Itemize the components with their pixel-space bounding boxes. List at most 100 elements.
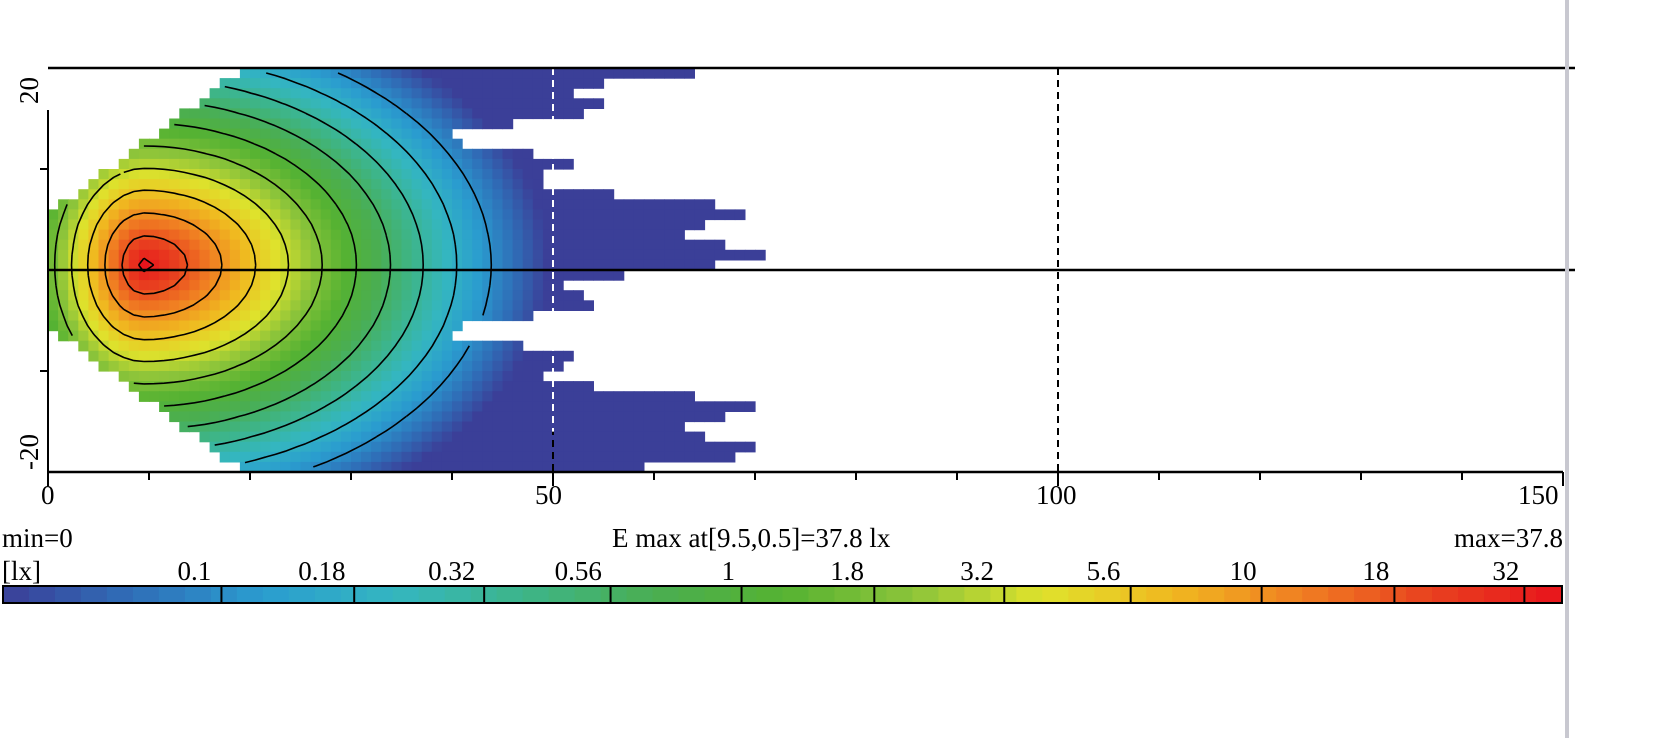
heatmap-cell	[684, 199, 695, 210]
heatmap-cell	[179, 300, 190, 311]
heatmap-cell	[300, 280, 312, 291]
heatmap-cell	[219, 108, 231, 120]
heatmap-cell	[724, 249, 736, 261]
heatmap-cell	[482, 451, 493, 463]
heatmap-cell	[310, 300, 322, 311]
heatmap-cell	[280, 88, 291, 99]
heatmap-cell	[239, 441, 251, 453]
heatmap-cell	[270, 189, 281, 200]
heatmap-cell	[522, 78, 534, 89]
heatmap-cell	[542, 259, 554, 271]
heatmap-cell	[643, 401, 655, 412]
heatmap-cell	[239, 340, 251, 352]
heatmap-cell	[684, 391, 695, 402]
heatmap-cell	[482, 270, 493, 281]
heatmap-cell	[88, 340, 100, 352]
heatmap-cell	[694, 441, 706, 453]
heatmap-cell	[189, 350, 201, 362]
heatmap-cell	[270, 259, 281, 271]
heatmap-cell	[441, 300, 453, 311]
heatmap-cell	[159, 189, 170, 200]
heatmap-cell	[159, 371, 170, 382]
heatmap-cell	[128, 179, 140, 190]
heatmap-cell	[229, 88, 241, 99]
heatmap-cell	[330, 229, 342, 241]
heatmap-cell	[492, 229, 504, 241]
heatmap-cell	[664, 219, 675, 231]
heatmap-cell	[260, 360, 271, 372]
heatmap-cell	[522, 431, 534, 443]
heatmap-cell	[522, 371, 534, 382]
heatmap-cell	[381, 411, 392, 423]
heatmap-cell	[250, 219, 261, 231]
heatmap-cell	[219, 78, 231, 89]
colorbar-tick-label: 1	[721, 556, 736, 586]
heatmap-cell	[330, 270, 342, 281]
heatmap-cell	[371, 320, 382, 332]
heatmap-cell	[563, 270, 574, 281]
heatmap-cell	[542, 360, 554, 372]
heatmap-cell	[391, 270, 403, 281]
heatmap-cell	[351, 441, 362, 453]
heatmap-cell	[340, 320, 352, 332]
heatmap-cell	[138, 239, 150, 251]
y-tick-label: -20	[14, 434, 44, 470]
heatmap-cell	[108, 350, 120, 362]
heatmap-cell	[290, 229, 302, 241]
heatmap-cell	[492, 209, 504, 221]
heatmap-cell	[260, 138, 271, 150]
heatmap-cell	[199, 391, 211, 402]
heatmap-cell	[320, 199, 332, 210]
heatmap-cell	[270, 158, 281, 170]
heatmap-cell	[452, 229, 463, 241]
heatmap-cell	[421, 280, 433, 291]
heatmap-cell	[88, 310, 100, 322]
heatmap-cell	[340, 68, 352, 79]
heatmap-cell	[179, 118, 190, 130]
heatmap-cell	[492, 290, 504, 301]
heatmap-cell	[199, 300, 211, 311]
heatmap-cell	[381, 88, 392, 99]
max-label: max=37.8	[1454, 523, 1563, 553]
heatmap-cell	[482, 300, 493, 311]
heatmap-cell	[239, 249, 251, 261]
heatmap-cell	[684, 209, 695, 221]
heatmap-cell	[310, 451, 322, 463]
heatmap-cell	[320, 169, 332, 180]
heatmap-cell	[532, 209, 544, 221]
heatmap-cell	[472, 300, 483, 311]
heatmap-cell	[68, 320, 79, 332]
heatmap-cell	[189, 310, 201, 322]
heatmap-cell	[583, 401, 594, 412]
heatmap-cell	[472, 421, 483, 433]
heatmap-cell	[169, 209, 180, 221]
heatmap-cell	[522, 148, 534, 160]
heatmap-cell	[179, 401, 190, 412]
heatmap-cell	[734, 249, 746, 261]
colorbar-tick-label: 1.8	[830, 556, 865, 586]
heatmap-cell	[583, 259, 594, 271]
heatmap-cell	[532, 199, 544, 210]
heatmap-cell	[573, 189, 584, 200]
heatmap-cell	[340, 411, 352, 423]
heatmap-cell	[108, 340, 120, 352]
heatmap-cell	[654, 249, 665, 261]
heatmap-cell	[492, 249, 504, 261]
heatmap-cell	[219, 320, 231, 332]
heatmap-cell	[361, 451, 372, 463]
heatmap-cell	[441, 391, 453, 402]
heatmap-cell	[199, 128, 211, 140]
heatmap-cell	[482, 401, 493, 412]
heatmap-cell	[421, 300, 433, 311]
heatmap-cell	[199, 290, 211, 301]
heatmap-cell	[290, 360, 302, 372]
heatmap-cell	[138, 219, 150, 231]
heatmap-cell	[209, 371, 221, 382]
heatmap-cell	[239, 118, 251, 130]
heatmap-cell	[310, 340, 322, 352]
heatmap-cell	[179, 179, 190, 190]
heatmap-cell	[441, 138, 453, 150]
heatmap-cell	[391, 68, 403, 79]
heatmap-cell	[108, 320, 120, 332]
heatmap-cell	[199, 189, 211, 200]
